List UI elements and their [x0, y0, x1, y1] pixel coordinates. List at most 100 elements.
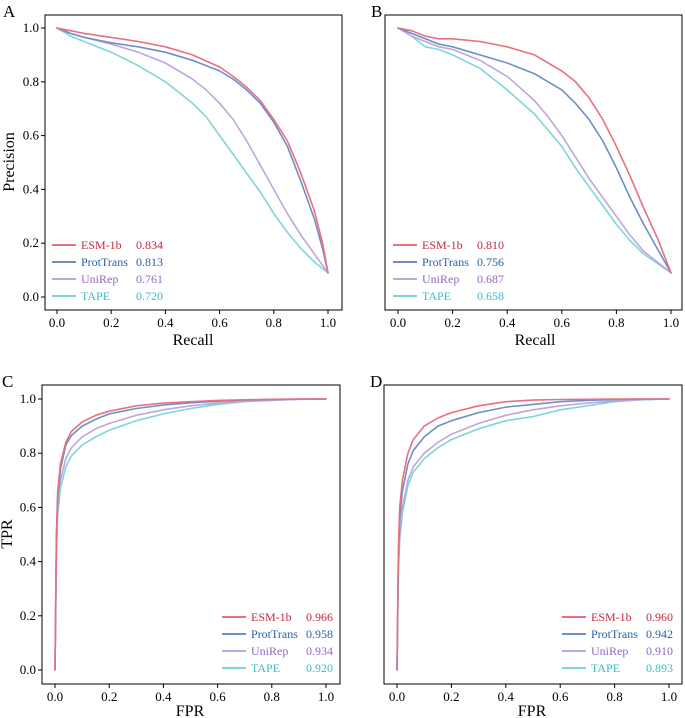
y-axis-title: Precision	[1, 132, 18, 192]
series-line-unirep	[56, 27, 329, 274]
x-axis-title: FPR	[176, 703, 205, 718]
legend-label: TAPE	[251, 661, 280, 675]
legend-label: UniRep	[422, 272, 459, 286]
legend-score: 0.960	[646, 610, 673, 624]
series-line-unirep	[397, 27, 672, 274]
plot-frame	[383, 384, 683, 685]
x-tick-label: 0.8	[608, 315, 624, 330]
legend-label: ESM-1b	[422, 238, 463, 252]
legend-score: 0.658	[477, 289, 504, 303]
series-line-esm-1b	[54, 398, 327, 671]
chart-d-marks: 0.0 0.2 0.4 0.6 0.8 1.0 ESM-1b 0.960 ProtTrans 0.…	[389, 398, 677, 704]
panel-b: B Recall	[371, 2, 683, 349]
x-tick-label: 1.0	[663, 315, 679, 330]
plot-frame	[44, 14, 343, 311]
legend-score: 0.942	[646, 627, 673, 641]
x-axis-title: Recall	[515, 332, 556, 349]
x-tick-label: 0.0	[47, 689, 63, 704]
series-line-tape	[56, 27, 329, 274]
x-tick-label: 0.6	[209, 689, 226, 704]
series-line-esm-1b	[397, 27, 672, 274]
series-line-esm-1b	[396, 398, 670, 671]
chart-a-marks: 0.0 0.2 0.4 0.6 0.8 1.0 0.0 0.2 0.4 0.6 0.8 1.0 ESM-…	[23, 20, 336, 330]
legend-score: 0.813	[136, 255, 163, 269]
legend-label: ESM-1b	[81, 238, 122, 252]
series-line-prottrans	[56, 27, 329, 274]
legend-label: ProtTrans	[81, 255, 128, 269]
x-axis-title: FPR	[518, 703, 547, 718]
legend-score: 0.761	[136, 272, 163, 286]
y-tick-label: 0.8	[23, 74, 39, 89]
x-tick-label: 0.0	[49, 315, 65, 330]
x-tick-label: 0.2	[443, 689, 459, 704]
x-tick-label: 0.0	[390, 315, 406, 330]
x-tick-label: 1.0	[318, 689, 334, 704]
x-tick-label: 0.6	[554, 315, 571, 330]
y-tick-label: 0.6	[23, 128, 40, 143]
panel-label: B	[371, 2, 382, 21]
legend-score: 0.910	[646, 644, 673, 658]
legend-label: UniRep	[81, 272, 118, 286]
series-line-unirep	[54, 398, 327, 671]
x-tick-label: 0.0	[389, 689, 405, 704]
legend-label: TAPE	[422, 289, 451, 303]
y-axis-title: TPR	[0, 519, 16, 549]
y-tick-label: 0.0	[23, 289, 39, 304]
panel-label: D	[370, 372, 382, 391]
y-tick-label: 0.0	[20, 662, 36, 677]
y-tick-label: 0.2	[23, 235, 39, 250]
y-tick-label: 0.2	[20, 608, 36, 623]
legend-label: TAPE	[81, 289, 110, 303]
legend-label: TAPE	[591, 661, 620, 675]
chart-b-marks: 0.0 0.2 0.4 0.6 0.8 1.0 ESM-1b 0.810 ProtTrans 0.…	[390, 27, 679, 330]
legend-label: ProtTrans	[591, 627, 638, 641]
y-tick-label: 0.6	[20, 499, 37, 514]
y-tick-label: 0.8	[20, 445, 36, 460]
x-axis-title: Recall	[173, 332, 214, 349]
x-tick-label: 0.2	[101, 689, 117, 704]
x-tick-label: 0.4	[499, 315, 516, 330]
x-tick-label: 0.8	[266, 315, 282, 330]
x-tick-label: 0.6	[211, 315, 228, 330]
legend-score: 0.720	[136, 289, 163, 303]
legend-label: ProtTrans	[251, 627, 298, 641]
legend-score: 0.893	[646, 661, 673, 675]
x-tick-label: 0.4	[157, 315, 174, 330]
x-tick-label: 0.8	[606, 689, 622, 704]
plot-frame	[384, 14, 683, 311]
x-tick-label: 0.4	[155, 689, 172, 704]
x-tick-label: 0.2	[103, 315, 119, 330]
panel-label: C	[2, 372, 13, 391]
panel-c: C FPR TPR	[0, 372, 341, 718]
x-tick-label: 0.6	[552, 689, 569, 704]
panel-d: D FPR	[370, 372, 683, 718]
panel-a: A Recall Precision	[1, 2, 343, 349]
plot-frame	[41, 384, 341, 685]
chart-marks: 0.0 0.2 0.4 0.6 0.8 1.0 0.0 0.2 0.4 0.6 0.8 1.0 ESM-…	[20, 20, 679, 704]
y-tick-label: 1.0	[23, 20, 39, 35]
x-tick-label: 0.4	[498, 689, 515, 704]
legend-label: ESM-1b	[591, 610, 632, 624]
y-tick-label: 0.4	[20, 554, 37, 569]
legend-score: 0.834	[136, 238, 163, 252]
series-line-esm-1b	[56, 27, 329, 274]
legend-score: 0.756	[477, 255, 504, 269]
series-line-prottrans	[397, 27, 672, 274]
series-line-tape	[397, 27, 672, 274]
x-tick-label: 1.0	[320, 315, 336, 330]
legend-score: 0.958	[306, 627, 333, 641]
y-tick-label: 0.4	[23, 181, 40, 196]
legend-score: 0.934	[306, 644, 333, 658]
x-tick-label: 0.2	[444, 315, 460, 330]
legend-label: UniRep	[591, 644, 628, 658]
legend-score: 0.966	[306, 610, 333, 624]
legend-label: ESM-1b	[251, 610, 292, 624]
x-tick-label: 0.8	[264, 689, 280, 704]
y-tick-label: 1.0	[20, 391, 36, 406]
series-line-unirep	[396, 398, 670, 671]
legend-label: UniRep	[251, 644, 288, 658]
panel-label: A	[3, 2, 16, 21]
legend-score: 0.810	[477, 238, 504, 252]
chart-c-marks: 0.0 0.2 0.4 0.6 0.8 1.0 0.0 0.2 0.4 0.6 0.8 1.0 ESM-…	[20, 391, 334, 704]
